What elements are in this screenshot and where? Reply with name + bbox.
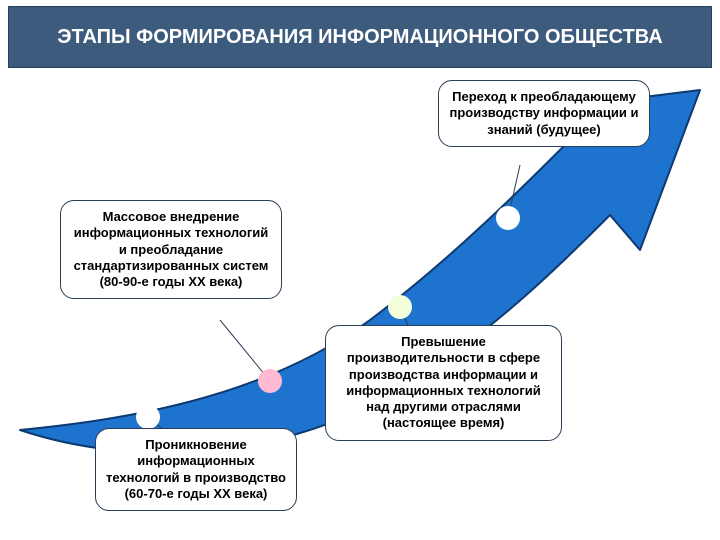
stage-dot [388,295,412,319]
stage-callout: Превышение производительности в сфере пр… [325,325,562,441]
stage-dot [496,206,520,230]
stage-callout: Проникновение информационных технологий … [95,428,297,511]
stage-dot [136,405,160,429]
page-title: ЭТАПЫ ФОРМИРОВАНИЯ ИНФОРМАЦИОННОГО ОБЩЕС… [57,25,662,49]
title-bar: ЭТАПЫ ФОРМИРОВАНИЯ ИНФОРМАЦИОННОГО ОБЩЕС… [8,6,712,68]
stage-callout: Переход к преобладающему производству ин… [438,80,650,147]
stage-dot [258,369,282,393]
stage-callout: Массовое внедрение информационных технол… [60,200,282,299]
